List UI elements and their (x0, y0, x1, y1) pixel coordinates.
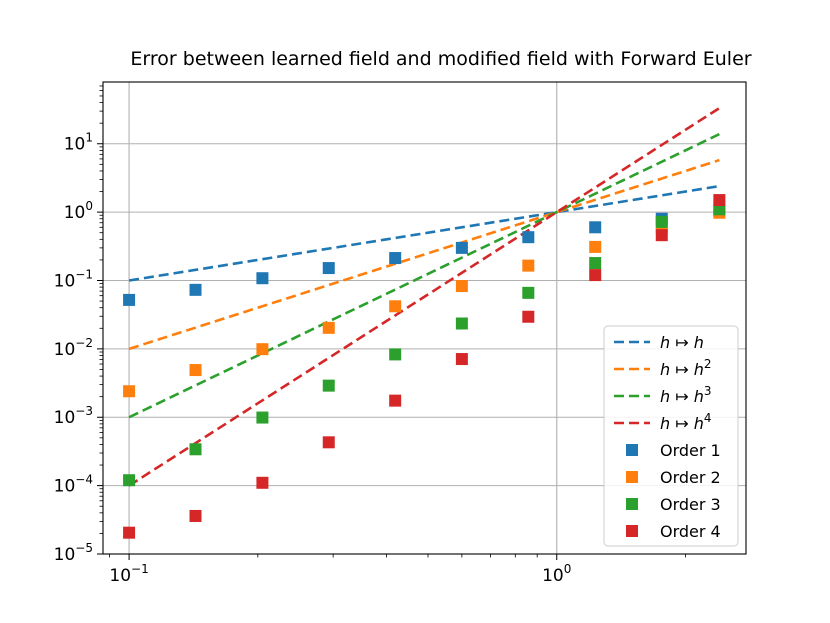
legend-label: Order 1 (660, 441, 721, 460)
y-tick-label: 100 (64, 199, 93, 223)
data-point-order-2 (256, 343, 269, 356)
data-point-order-2 (123, 385, 136, 398)
data-point-order-4 (322, 436, 335, 449)
data-point-order-3 (322, 379, 335, 392)
data-point-order-2 (189, 364, 202, 377)
legend-label: h ↦ h (660, 333, 704, 352)
plot-frame (102, 81, 747, 555)
legend-label: h ↦ h2 (660, 357, 712, 379)
legend: h ↦ h h ↦ h2 h ↦ h3 h ↦ h4 Order 1 Order 2 Ord… (603, 325, 739, 547)
data-points (123, 194, 726, 539)
data-point-order-3 (589, 257, 602, 270)
y-tick-label: 10−1 (54, 267, 93, 291)
data-point-order-3 (256, 411, 269, 424)
legend-marker-order-2 (626, 471, 638, 483)
reference-line-order-1 (128, 184, 720, 282)
y-tick-label: 10−4 (54, 473, 93, 497)
data-point-order-4 (455, 353, 468, 366)
legend-marker-order-3 (626, 498, 638, 510)
reference-line-order-3 (128, 132, 720, 419)
data-point-order-4 (256, 476, 269, 489)
axis-ticks: 10−5 10−4 10−3 10−2 10−1 100 101 10−1 100 (54, 131, 572, 586)
grid-lines (103, 82, 746, 554)
data-point-order-1 (589, 221, 602, 234)
legend-box (603, 325, 739, 547)
data-point-order-1 (455, 241, 468, 254)
data-point-order-2 (455, 280, 468, 293)
data-point-order-3 (189, 443, 202, 456)
legend-label: h ↦ h4 (660, 411, 712, 433)
data-point-order-2 (389, 300, 402, 313)
reference-line-order-2 (128, 158, 720, 351)
data-point-order-1 (389, 252, 402, 265)
x-tick-label: 100 (542, 562, 571, 586)
data-point-order-1 (522, 231, 535, 244)
data-point-order-2 (589, 240, 602, 253)
data-point-order-3 (713, 203, 726, 216)
data-point-order-2 (322, 321, 335, 334)
data-point-order-4 (389, 394, 402, 407)
data-point-order-1 (189, 283, 202, 296)
data-point-order-4 (123, 526, 136, 539)
reference-line-order-4 (128, 107, 721, 487)
chart-title: Error between learned field and modified… (130, 48, 751, 70)
legend-label: Order 4 (660, 522, 721, 541)
data-point-order-4 (713, 194, 726, 207)
data-point-order-3 (522, 286, 535, 299)
legend-marker-order-4 (626, 525, 638, 537)
data-point-order-4 (522, 310, 535, 323)
legend-label: h ↦ h3 (660, 384, 712, 406)
y-tick-label: 101 (64, 131, 93, 155)
y-tick-label: 10−5 (54, 541, 93, 565)
data-point-order-1 (322, 262, 335, 275)
minor-ticks (99, 85, 686, 558)
y-tick-label: 10−2 (54, 336, 93, 360)
legend-label: Order 2 (660, 468, 721, 487)
y-tick-label: 10−3 (54, 404, 93, 428)
data-point-order-3 (123, 474, 136, 487)
data-point-order-4 (655, 229, 668, 242)
data-point-order-4 (589, 269, 602, 282)
legend-label: Order 3 (660, 495, 721, 514)
x-tick-label: 10−1 (109, 562, 148, 586)
data-point-order-1 (123, 293, 136, 306)
data-point-order-4 (189, 509, 202, 522)
reference-lines (128, 107, 721, 487)
data-point-order-3 (389, 348, 402, 361)
data-point-order-1 (256, 272, 269, 285)
data-point-order-3 (655, 215, 668, 228)
data-point-order-2 (522, 259, 535, 272)
legend-marker-order-1 (626, 444, 638, 456)
data-point-order-3 (455, 317, 468, 330)
